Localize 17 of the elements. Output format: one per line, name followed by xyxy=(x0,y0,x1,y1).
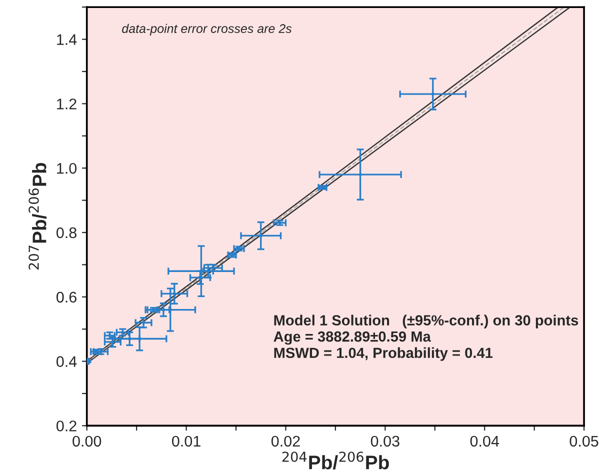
y-tick-label: 1.4 xyxy=(57,34,77,45)
x-axis-title: $^{204}$Pb/$^{206}$Pb xyxy=(282,452,389,470)
y-tick-label: 0.8 xyxy=(56,227,76,238)
y-tick-label: 0.2 xyxy=(56,420,76,432)
y-tick-label: 0.4 xyxy=(56,356,77,367)
x-tick-label: 0.01 xyxy=(172,436,200,447)
x-tick-label: 0.04 xyxy=(470,436,500,447)
x-tick-label: 0.00 xyxy=(72,436,102,447)
y-tick-label: 1.0 xyxy=(57,162,77,174)
annotation: Model 1 Solution (±95%-conf.) on 30 points Age = 3882.89±0.59 Ma MSWD = 1.04, Probability = 0.41 xyxy=(274,314,578,361)
x-tick-label: 0.02 xyxy=(271,436,300,447)
y-tick-label: 0.6 xyxy=(56,292,76,303)
x-tick-label: 0.05 xyxy=(570,436,598,447)
y-tick-label: 1.2 xyxy=(57,98,76,110)
y-axis-title: $^{207}$Pb/$^{206}$Pb xyxy=(28,162,47,270)
annotation: data-point error crosses are 2s xyxy=(122,24,292,36)
x-tick-label: 0.03 xyxy=(370,436,400,447)
